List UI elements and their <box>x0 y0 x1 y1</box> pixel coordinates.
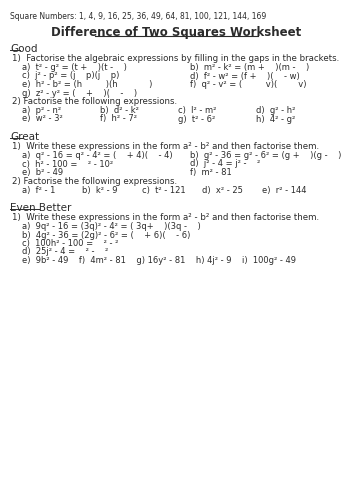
Text: d)  25j² - 4 =    ² -    ²: d) 25j² - 4 = ² - ² <box>22 248 108 256</box>
Text: a)  p² - n²: a) p² - n² <box>22 106 61 115</box>
Text: b)  m² - k² = (m +    )(m -    ): b) m² - k² = (m + )(m - ) <box>190 63 309 72</box>
Text: h)  4² - g²: h) 4² - g² <box>256 114 295 124</box>
Text: e)  b² - 49: e) b² - 49 <box>22 168 63 177</box>
Text: a)  q² - 16 = q² - 4² = (    + 4)(    - 4): a) q² - 16 = q² - 4² = ( + 4)( - 4) <box>22 151 173 160</box>
Text: a)  t² - g² = (t +    )(t -    ): a) t² - g² = (t + )(t - ) <box>22 63 127 72</box>
Text: 1)  Write these expressions in the form a² - b² and then factorise them.: 1) Write these expressions in the form a… <box>12 142 319 151</box>
Text: 2) Factorise the following expressions.: 2) Factorise the following expressions. <box>12 97 177 106</box>
Text: Square Numbers: 1, 4, 9, 16, 25, 36, 49, 64, 81, 100, 121, 144, 169: Square Numbers: 1, 4, 9, 16, 25, 36, 49,… <box>10 12 266 21</box>
Text: e)  h² - b² = (h         )(h            ): e) h² - b² = (h )(h ) <box>22 80 152 89</box>
Text: Difference of Two Squares Worksheet: Difference of Two Squares Worksheet <box>52 26 301 39</box>
Text: Good: Good <box>10 44 37 54</box>
Text: d)  f² - w² = (f +    )(    - w): d) f² - w² = (f + )( - w) <box>190 72 300 80</box>
Text: c)  100h² - 100 =    ² - ²: c) 100h² - 100 = ² - ² <box>22 239 118 248</box>
Text: f)  m² - 81: f) m² - 81 <box>190 168 232 177</box>
Text: f)  h² - 7²: f) h² - 7² <box>100 114 137 124</box>
Text: c)  j² - p² = (j    p)(j    p): c) j² - p² = (j p)(j p) <box>22 72 119 80</box>
Text: e)  r² - 144: e) r² - 144 <box>262 186 306 194</box>
Text: d)  g² - h²: d) g² - h² <box>256 106 295 115</box>
Text: c)  t² - 121: c) t² - 121 <box>142 186 186 194</box>
Text: 2) Factorise the following expressions.: 2) Factorise the following expressions. <box>12 176 177 186</box>
Text: e)  w² - 3²: e) w² - 3² <box>22 114 63 124</box>
Text: b)  k² - 9: b) k² - 9 <box>82 186 118 194</box>
Text: b)  4g² - 36 = (2g)² - 6² = (    + 6)(    - 6): b) 4g² - 36 = (2g)² - 6² = ( + 6)( - 6) <box>22 230 190 239</box>
Text: c)  h² - 100 =    ² - 10²: c) h² - 100 = ² - 10² <box>22 160 113 168</box>
Text: 1)  Factorise the algebraic expressions by filling in the gaps in the brackets.: 1) Factorise the algebraic expressions b… <box>12 54 339 63</box>
Text: a)  f² - 1: a) f² - 1 <box>22 186 55 194</box>
Text: b)  d² - k²: b) d² - k² <box>100 106 139 115</box>
Text: f)  q² - v² = (         v)(        v): f) q² - v² = ( v)( v) <box>190 80 306 89</box>
Text: d)  j² - 4 = j² -    ²: d) j² - 4 = j² - ² <box>190 160 260 168</box>
Text: Even Better: Even Better <box>10 203 71 213</box>
Text: b)  g² - 36 = g² - 6² = (g +    )(g -    ): b) g² - 36 = g² - 6² = (g + )(g - ) <box>190 151 341 160</box>
Text: g)  z² - y² = (    +    )(    -    ): g) z² - y² = ( + )( - ) <box>22 88 137 98</box>
Text: g)  t² - 6²: g) t² - 6² <box>178 114 215 124</box>
Text: e)  9b² - 49    f)  4m² - 81    g) 16y² - 81    h) 4j² - 9    i)  100g² - 49: e) 9b² - 49 f) 4m² - 81 g) 16y² - 81 h) … <box>22 256 296 265</box>
Text: Great: Great <box>10 132 39 142</box>
Text: d)  x² - 25: d) x² - 25 <box>202 186 243 194</box>
Text: c)  l² - m²: c) l² - m² <box>178 106 216 115</box>
Text: 1)  Write these expressions in the form a² - b² and then factorise them.: 1) Write these expressions in the form a… <box>12 213 319 222</box>
Text: a)  9q² - 16 = (3q)² - 4² = ( 3q+    )(3q -    ): a) 9q² - 16 = (3q)² - 4² = ( 3q+ )(3q - … <box>22 222 201 231</box>
